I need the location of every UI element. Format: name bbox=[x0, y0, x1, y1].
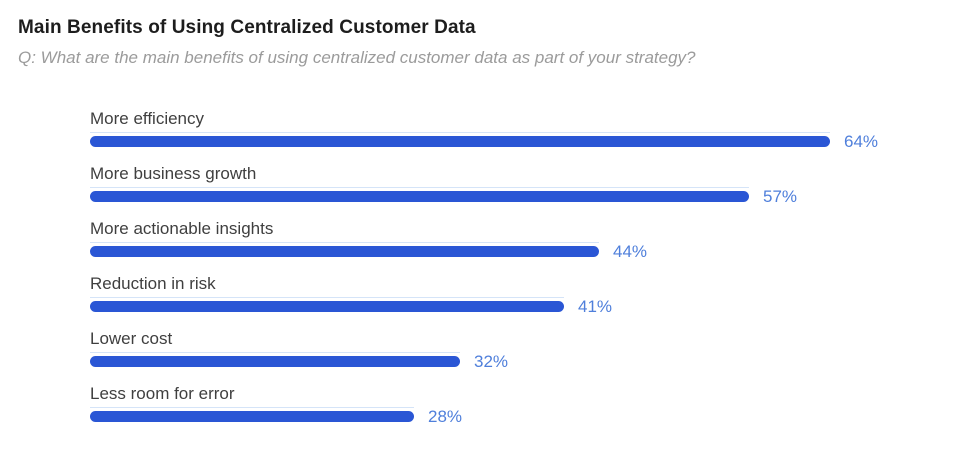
bar bbox=[90, 407, 414, 422]
bar-row: Less room for error 28% bbox=[90, 384, 950, 426]
category-label: Lower cost bbox=[90, 329, 173, 348]
bar-line: 44% bbox=[90, 242, 950, 261]
bar-row: Lower cost 32% bbox=[90, 329, 950, 371]
category-label: More actionable insights bbox=[90, 219, 274, 238]
bar bbox=[90, 187, 749, 202]
category-label: More efficiency bbox=[90, 109, 205, 128]
bar-row: Reduction in risk 41% bbox=[90, 274, 950, 316]
value-label: 57% bbox=[763, 186, 798, 206]
bar-line: 64% bbox=[90, 132, 950, 151]
value-label: 41% bbox=[578, 296, 613, 316]
value-label: 44% bbox=[613, 241, 648, 261]
bar-row: More business growth 57% bbox=[90, 164, 950, 206]
chart-title: Main Benefits of Using Centralized Custo… bbox=[18, 17, 476, 38]
bar-line: 57% bbox=[90, 187, 950, 206]
bar bbox=[90, 242, 599, 257]
bar-line: 41% bbox=[90, 297, 950, 316]
bar-row: More efficiency 64% bbox=[90, 109, 950, 151]
bar bbox=[90, 132, 830, 147]
chart-subtitle: Q: What are the main benefits of using c… bbox=[18, 48, 696, 67]
bar-row: More actionable insights 44% bbox=[90, 219, 950, 261]
category-label: More business growth bbox=[90, 164, 257, 183]
bar bbox=[90, 352, 460, 367]
value-label: 32% bbox=[474, 351, 509, 371]
bar-chart: More efficiency 64% More business growth 57… bbox=[90, 109, 950, 426]
bar-line: 32% bbox=[90, 352, 950, 371]
value-label: 28% bbox=[428, 406, 463, 426]
category-label: Less room for error bbox=[90, 384, 235, 403]
value-label: 64% bbox=[844, 131, 879, 151]
page: Main Benefits of Using Centralized Custo… bbox=[18, 17, 950, 426]
bar-line: 28% bbox=[90, 407, 950, 426]
bar bbox=[90, 297, 564, 312]
category-label: Reduction in risk bbox=[90, 274, 216, 293]
